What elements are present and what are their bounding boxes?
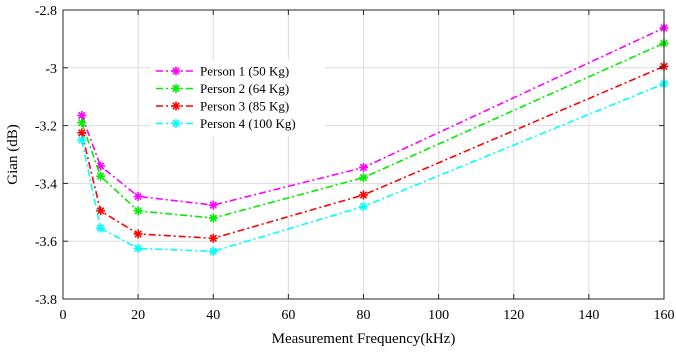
x-tick-label: 160 — [654, 308, 675, 323]
data-point-marker — [133, 191, 143, 201]
data-point-marker — [359, 163, 368, 173]
series-line — [81, 27, 665, 206]
y-tick-label: -2.8 — [35, 4, 57, 19]
legend: Person 1 (50 Kg) Person 2 (64 Kg) Person 3… — [150, 60, 325, 136]
data-point-marker — [133, 206, 143, 216]
legend-marker — [171, 119, 181, 128]
y-axis-label: Gian (dB) — [5, 124, 21, 184]
series-line — [81, 65, 665, 240]
legend-item-2: Person 2 (64 Kg) — [156, 81, 289, 96]
x-tick-label: 140 — [578, 308, 599, 323]
series-4 — [77, 79, 669, 256]
data-point-marker — [359, 190, 368, 200]
y-tick-label: -3.6 — [35, 235, 57, 250]
y-tick-label: -3 — [45, 62, 57, 77]
grid — [62, 9, 665, 300]
series-line — [81, 42, 665, 219]
legend-label: Person 2 (64 Kg) — [200, 81, 289, 96]
data-point-marker — [96, 171, 106, 181]
data-point-marker — [359, 202, 368, 212]
data-point-marker — [133, 243, 143, 253]
legend-label: Person 1 (50 Kg) — [200, 64, 289, 79]
legend-marker — [171, 66, 181, 76]
data-point-marker — [133, 229, 143, 239]
data-point-marker — [77, 118, 87, 128]
y-tick-label: -3.8 — [35, 293, 57, 308]
data-point-marker — [208, 213, 218, 223]
x-tick-label: 0 — [60, 308, 67, 323]
legend-label: Person 3 (85 Kg) — [200, 99, 289, 114]
legend-marker — [171, 101, 181, 111]
data-point-marker — [96, 206, 106, 216]
x-tick-label: 100 — [428, 308, 449, 323]
axis-ticks: 0 20 40 60 80 100 120 140 160 -2.8 -3 -3.2 -3.4 -3.6 -… — [35, 4, 675, 323]
y-tick-label: -3.4 — [35, 177, 57, 192]
data-point-marker — [77, 135, 87, 145]
legend-item-4: Person 4 (100 Kg) — [156, 116, 296, 131]
x-tick-label: 60 — [281, 308, 295, 323]
series-line — [80, 82, 665, 253]
x-axis-label: Measurement Frequency(kHz) — [272, 331, 456, 347]
legend-label: Person 4 (100 Kg) — [200, 116, 296, 131]
data-point-marker — [208, 200, 218, 210]
series-2 — [77, 38, 669, 223]
legend-item-3: Person 3 (85 Kg) — [156, 99, 289, 114]
y-tick-label: -3.2 — [35, 120, 57, 135]
series-lines — [77, 23, 669, 256]
data-point-marker — [208, 246, 218, 256]
data-point-marker — [208, 233, 218, 243]
x-tick-label: 20 — [131, 308, 145, 323]
x-tick-label: 40 — [206, 308, 220, 323]
x-tick-label: 120 — [503, 308, 524, 323]
legend-item-1: Person 1 (50 Kg) — [156, 64, 289, 79]
legend-marker — [171, 84, 181, 93]
x-tick-label: 80 — [357, 308, 371, 323]
data-point-marker — [96, 223, 106, 233]
data-point-marker — [359, 173, 368, 183]
